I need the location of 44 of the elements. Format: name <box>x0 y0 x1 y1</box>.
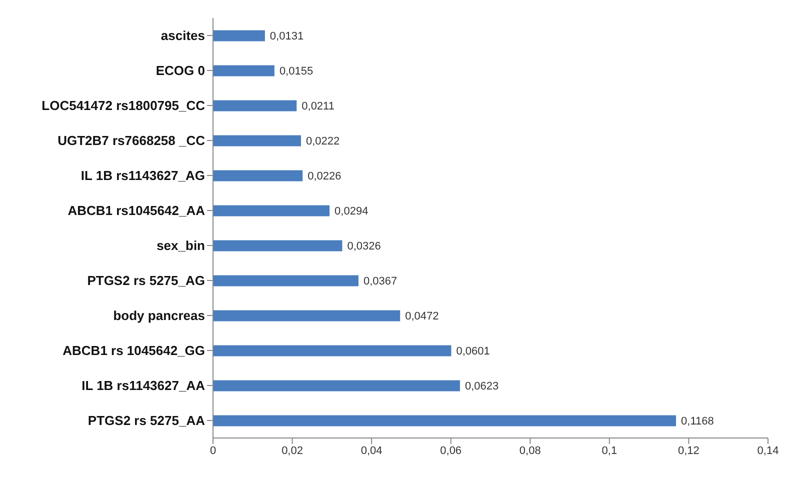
bar <box>213 275 358 286</box>
x-tick-label: 0,08 <box>519 444 541 457</box>
bar <box>213 135 302 146</box>
bar <box>213 30 265 42</box>
y-tick-label: PTGS2 rs 5275_AG <box>87 273 205 288</box>
data-label: 0,0131 <box>270 30 304 43</box>
bar <box>213 205 330 216</box>
y-tick-label: ascites <box>160 28 205 44</box>
x-tick-label: 0,02 <box>282 444 303 457</box>
data-label: 0,0222 <box>306 136 340 148</box>
data-label: 0,0211 <box>302 100 334 113</box>
x-tick-label: 0,12 <box>678 444 700 457</box>
bar <box>213 415 676 426</box>
data-label: 0,0294 <box>334 206 368 218</box>
y-tick-label: ABCB1 rs 1045642_GG <box>62 343 205 358</box>
bar <box>213 380 460 392</box>
data-label: 0,0472 <box>405 310 439 323</box>
data-label: 0,1168 <box>681 416 714 428</box>
y-tick-label: UGT2B7 rs7668258 _CC <box>58 133 206 148</box>
y-tick-label: PTGS2 rs 5275_AA <box>88 413 206 428</box>
x-tick-label: 0,04 <box>360 444 382 457</box>
x-tick-label: 0,14 <box>757 444 779 457</box>
x-tick-label: 0 <box>210 444 216 457</box>
bar <box>213 310 400 322</box>
bar <box>213 65 274 76</box>
y-tick-label: body pancreas <box>113 308 205 324</box>
data-label: 0,0367 <box>363 276 398 288</box>
data-label: 0,0601 <box>456 346 490 358</box>
data-label: 0,0623 <box>464 380 499 393</box>
data-label: 0,0155 <box>279 66 314 78</box>
bar <box>213 240 342 252</box>
y-tick-label: LOC541472 rs1800795_CC <box>42 98 206 114</box>
y-tick-label: ECOG 0 <box>156 63 205 78</box>
y-tick-label: IL 1B rs1143627_AA <box>82 378 206 394</box>
x-tick-label: 0,06 <box>440 444 462 457</box>
data-label: 0,0226 <box>308 170 342 183</box>
y-tick-label: ABCB1 rs1045642_AA <box>68 203 206 218</box>
bar <box>213 100 297 112</box>
y-tick-label: IL 1B rs1143627_AG <box>80 168 205 184</box>
x-tick-label: 0,1 <box>602 444 618 457</box>
data-label: 0,0326 <box>347 240 381 253</box>
bar <box>213 170 303 182</box>
y-tick-label: sex_bin <box>156 238 206 254</box>
bar <box>213 345 452 356</box>
